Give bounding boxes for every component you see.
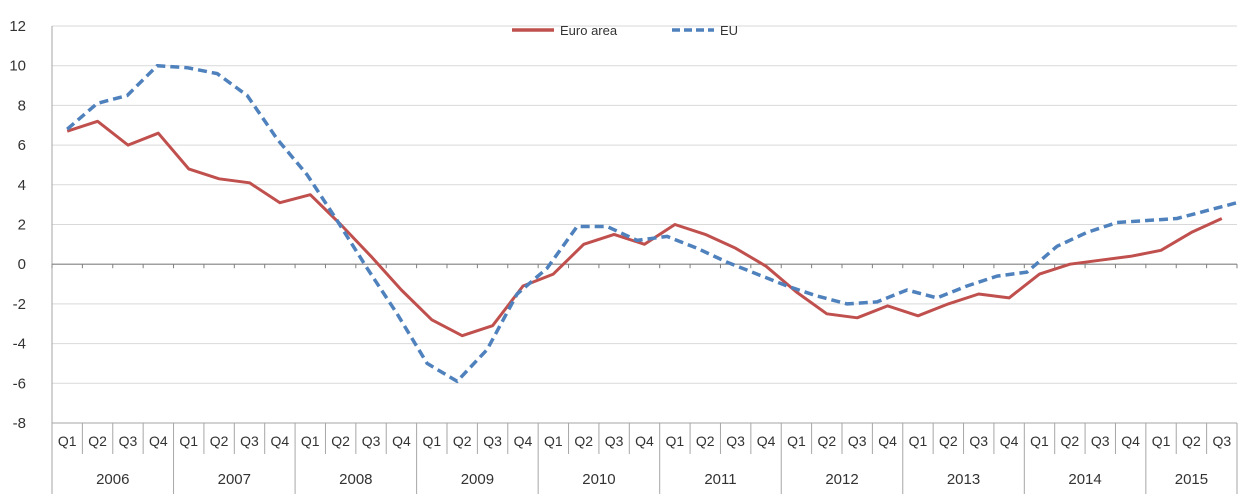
year-label: 2015 (1175, 471, 1208, 488)
y-tick-label: -6 (13, 375, 26, 392)
quarter-label: Q3 (969, 433, 988, 449)
quarter-label: Q1 (787, 433, 806, 449)
quarter-label: Q1 (666, 433, 685, 449)
quarter-label: Q1 (422, 433, 441, 449)
legend: Euro area EU (512, 23, 738, 38)
quarter-label: Q1 (1152, 433, 1171, 449)
quarter-label: Q4 (1121, 433, 1140, 449)
y-tick-label: -4 (13, 336, 26, 353)
quarter-label: Q3 (362, 433, 381, 449)
y-tick-label: -2 (13, 296, 26, 313)
year-label: 2011 (704, 471, 736, 488)
quarter-label: Q2 (696, 433, 715, 449)
quarter-label: Q3 (1091, 433, 1110, 449)
quarter-label: Q2 (331, 433, 350, 449)
quarter-label: Q4 (878, 433, 897, 449)
x-axis-category-table: Q1 Q2 Q3 Q4 Q1 Q2 Q3 Q4 Q1 Q2 Q3 Q4 Q1 Q2 Q3 Q4 Q1 Q2 Q3 Q4… (51, 422, 1238, 494)
series-line-euro-area (66, 119, 1223, 338)
quarter-label: Q1 (58, 433, 77, 449)
y-tick-label: -8 (13, 415, 26, 432)
y-tick-label: 6 (18, 137, 26, 154)
gridlines (52, 25, 1237, 424)
quarter-label: Q3 (1212, 433, 1231, 449)
y-tick-label: 4 (18, 177, 26, 194)
quarter-label: Q2 (1182, 433, 1201, 449)
quarter-label: Q3 (483, 433, 502, 449)
quarter-label: Q3 (240, 433, 259, 449)
quarter-label: Q4 (271, 433, 290, 449)
year-label: 2008 (339, 471, 372, 488)
quarter-label: Q2 (939, 433, 958, 449)
legend-label: EU (720, 23, 738, 38)
y-tick-label: 10 (9, 58, 26, 75)
x-axis (51, 26, 1238, 494)
quarter-label: Q3 (605, 433, 624, 449)
series-line-eu (66, 63, 1238, 384)
quarter-label: Q2 (453, 433, 472, 449)
quarter-label: Q4 (635, 433, 654, 449)
year-label: 2014 (1068, 471, 1101, 488)
y-tick-label: 12 (9, 18, 26, 35)
quarter-label: Q1 (909, 433, 928, 449)
year-label: 2012 (825, 471, 858, 488)
series-lines (66, 63, 1238, 384)
legend-label: Euro area (560, 23, 618, 38)
quarter-label: Q4 (149, 433, 168, 449)
quarter-label: Q4 (1000, 433, 1019, 449)
year-label: 2007 (218, 471, 251, 488)
quarter-label: Q2 (88, 433, 107, 449)
quarter-label: Q2 (574, 433, 593, 449)
quarter-label: Q3 (848, 433, 867, 449)
quarter-label: Q1 (1030, 433, 1049, 449)
quarter-label: Q2 (817, 433, 836, 449)
quarter-label: Q1 (301, 433, 320, 449)
quarter-label: Q3 (726, 433, 745, 449)
y-tick-label: 2 (18, 217, 26, 234)
quarter-label: Q2 (210, 433, 229, 449)
quarter-label: Q2 (1061, 433, 1080, 449)
quarter-label: Q1 (544, 433, 563, 449)
quarter-label: Q4 (757, 433, 776, 449)
y-tick-label: 8 (18, 97, 26, 114)
year-label: 2009 (461, 471, 494, 488)
quarter-label: Q4 (514, 433, 533, 449)
quarter-label: Q3 (119, 433, 138, 449)
y-axis-tick-labels: -8 -6 -4 -2 0 2 4 6 8 10 12 (9, 18, 26, 432)
quarter-label: Q1 (179, 433, 198, 449)
quarter-label: Q4 (392, 433, 411, 449)
year-label: 2013 (947, 471, 980, 488)
year-label: 2010 (582, 471, 615, 488)
year-label: 2006 (96, 471, 129, 488)
y-tick-label: 0 (18, 256, 26, 273)
